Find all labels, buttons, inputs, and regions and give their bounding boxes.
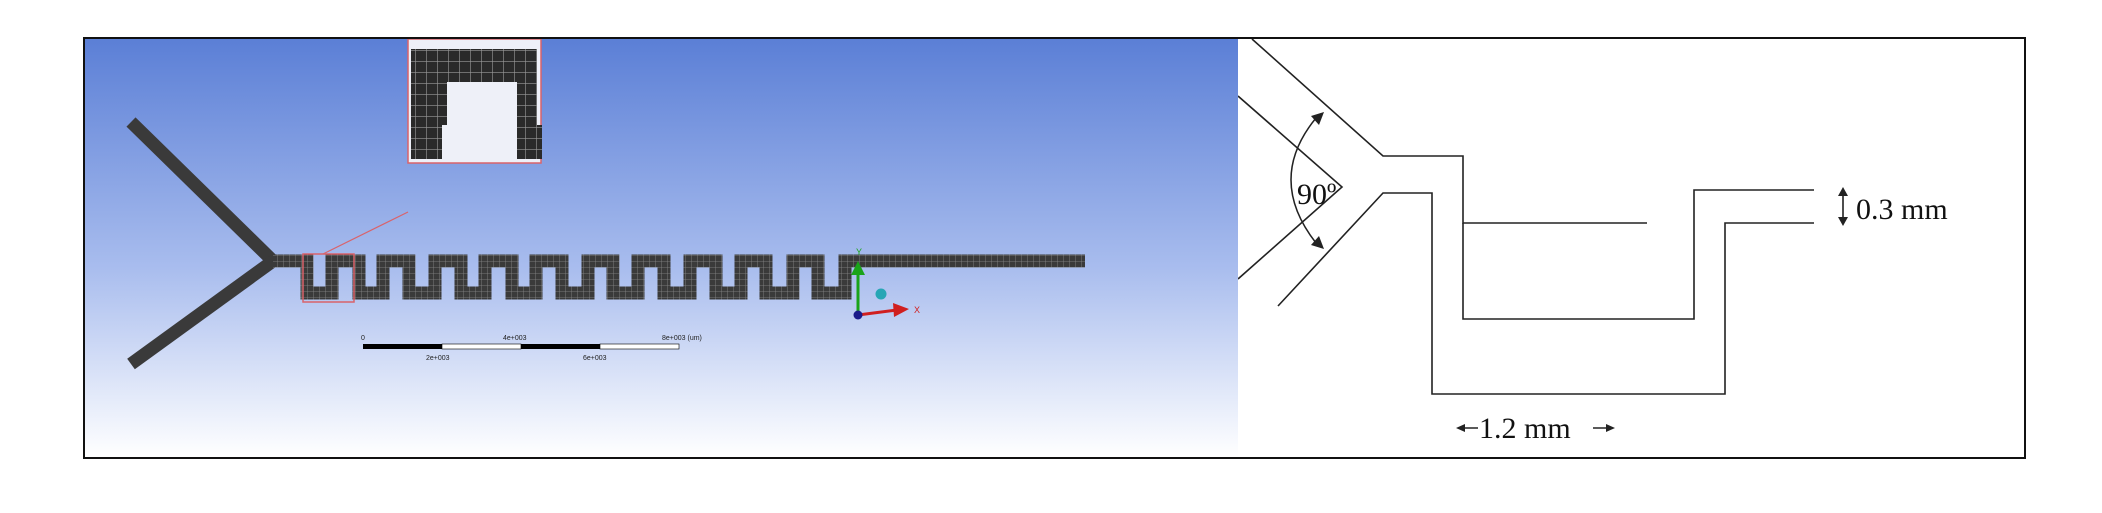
scale-bar-segment-3 <box>521 344 600 349</box>
scale-bar-segment-2 <box>441 343 522 350</box>
scale-bar-segment-1 <box>363 344 442 349</box>
scale-bar: 0 4e+003 8e+003 (um) 2e+003 6e+003 <box>361 335 702 362</box>
channel-outer-wall-lower <box>1277 192 1814 395</box>
channel-wall-inner-tip <box>1238 95 1344 280</box>
width-arrow-up-icon <box>1838 187 1848 196</box>
scale-label-6e3: 6e+003 <box>583 355 607 362</box>
figure-frame: Y X 0 4e+003 8e+003 (um) 2e+003 <box>83 37 2026 459</box>
z-axis-dot-icon <box>875 288 887 300</box>
channel-outer-wall-upper <box>1251 39 1647 224</box>
schematic-panel: 90º 0.3 mm 1.2 mm <box>1238 39 2024 457</box>
width-arrow-down-icon <box>1838 217 1848 226</box>
angle-arc <box>1290 117 1317 244</box>
scale-bar-segment-4 <box>599 343 680 350</box>
inlet-arm-upper <box>126 117 278 266</box>
scale-label-2e3: 2e+003 <box>426 355 450 362</box>
inlet-arm-lower <box>127 255 277 370</box>
x-axis-label: X <box>914 305 920 315</box>
coordinate-triad: Y X <box>851 247 920 320</box>
scale-label-0: 0 <box>361 335 365 342</box>
x-arrowhead-icon <box>893 303 909 317</box>
simulation-view-panel: Y X 0 4e+003 8e+003 (um) 2e+003 <box>85 39 1238 457</box>
angle-arrowhead-top-icon <box>1311 112 1324 125</box>
length-arrow-right-icon <box>1606 424 1615 432</box>
y-axis-label: Y <box>856 247 862 257</box>
length-arrow-left-icon <box>1456 424 1465 432</box>
triad-origin-icon <box>853 310 863 320</box>
angle-label: 90º <box>1297 178 1336 211</box>
zoom-connector-line <box>322 211 409 255</box>
zoom-inset-mesh <box>411 49 542 159</box>
serpentine-mesh-channel <box>273 254 1085 300</box>
simulation-view-svg: Y X 0 4e+003 8e+003 (um) 2e+003 <box>85 39 1238 457</box>
scale-label-4e3: 4e+003 <box>503 335 527 342</box>
zoom-region-box <box>302 253 355 303</box>
y-arrowhead-icon <box>851 261 865 275</box>
schematic-svg: 90º 0.3 mm 1.2 mm <box>1238 39 1948 445</box>
length-label: 1.2 mm <box>1479 412 1571 445</box>
angle-arrowhead-bottom-icon <box>1311 236 1324 249</box>
scale-label-8e3: 8e+003 (um) <box>662 335 702 342</box>
channel-inner-wall <box>1462 189 1814 320</box>
zoom-inset <box>407 39 542 164</box>
x-axis-arrow <box>857 308 898 317</box>
view-background <box>85 39 1238 457</box>
width-label: 0.3 mm <box>1856 193 1948 226</box>
